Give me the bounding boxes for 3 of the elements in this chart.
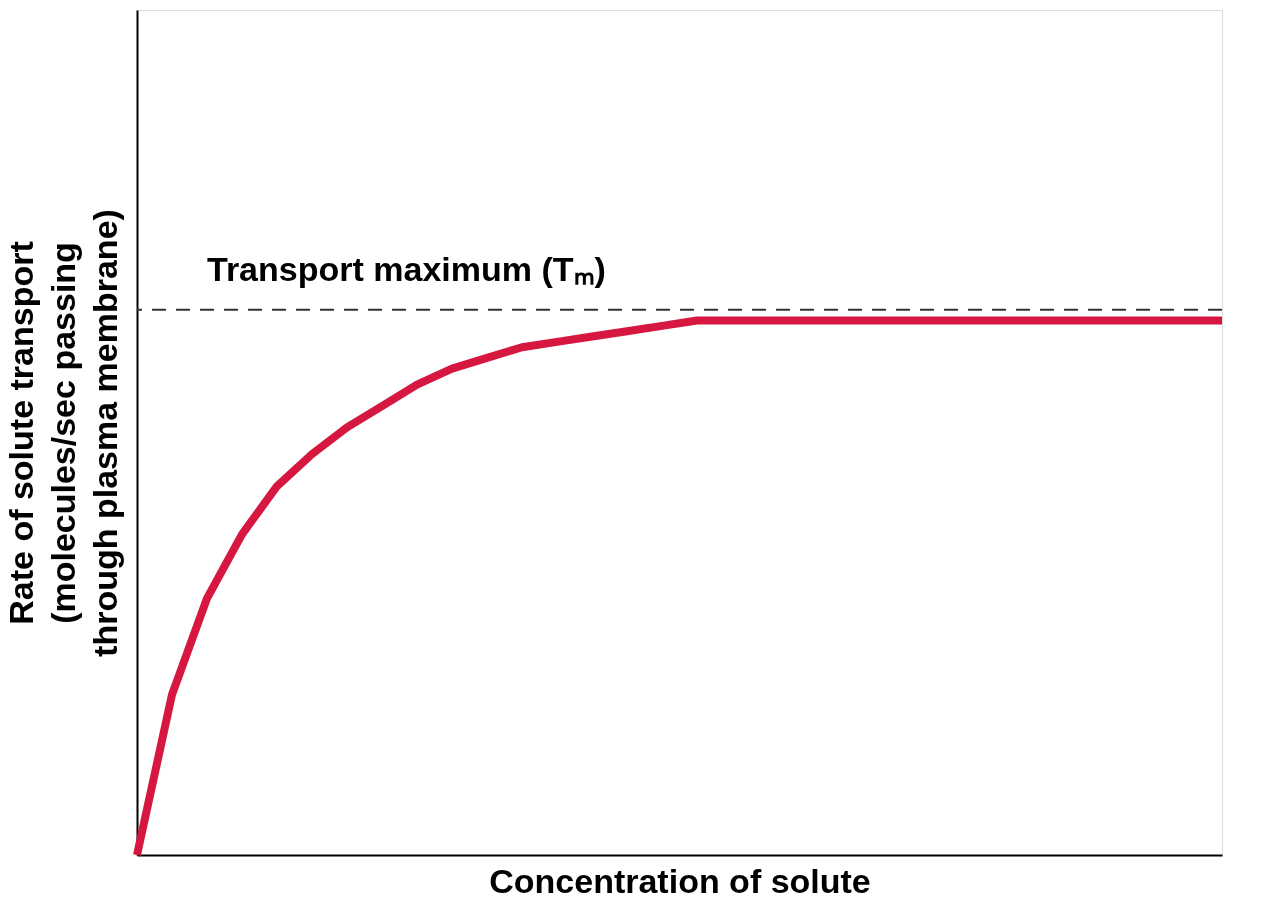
- x-axis-title: Concentration of solute: [489, 861, 871, 900]
- y-axis-title: Rate of solute transport (molecules/sec passing through plasma membrane): [1, 209, 124, 657]
- ref-line-label: Transport maximum (Tₘ): [207, 249, 606, 288]
